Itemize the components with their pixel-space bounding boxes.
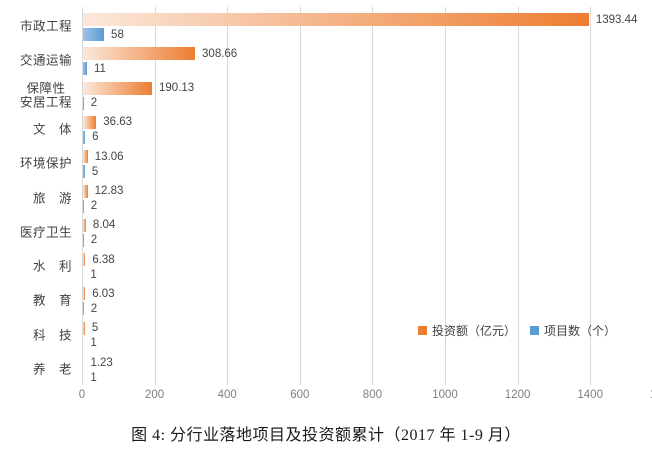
- legend-item-projects: 项目数（个）: [530, 322, 616, 339]
- project-count-bar-1: [83, 62, 87, 76]
- legend-item-investment: 投资额（亿元）: [418, 322, 516, 339]
- category-label-9: 科 技: [0, 328, 72, 343]
- gridline-x-1000: [445, 7, 446, 385]
- x-tick-label: 800: [362, 389, 382, 401]
- category-label-text: 水 利: [32, 259, 72, 274]
- project-count-bar-5: [83, 199, 84, 213]
- category-label-0: 市政工程: [0, 20, 72, 35]
- legend: 投资额（亿元） 项目数（个）: [418, 322, 616, 339]
- category-label-1: 交通运输: [0, 54, 72, 69]
- gridline-x-800: [372, 7, 374, 385]
- category-label-7: 水 利: [0, 260, 72, 275]
- project-count-label: 1: [90, 268, 97, 281]
- investment-value-label: 6.38: [92, 253, 115, 266]
- category-label-text: 保障性 安居工程: [19, 80, 72, 110]
- investment-value-label: 12.83: [94, 185, 124, 197]
- gridline-x-200: [154, 7, 156, 385]
- legend-swatch-projects-icon: [530, 326, 540, 335]
- category-label-text: 交通运输: [19, 53, 72, 68]
- project-count-bar-3: [83, 130, 86, 144]
- investment-bar-1: [83, 47, 196, 61]
- investment-bar-4: [83, 150, 88, 164]
- category-label-2: 保障性 安居工程: [0, 81, 72, 111]
- project-count-label: 11: [93, 62, 106, 75]
- category-label-text: 科 技: [32, 328, 72, 343]
- investment-value-label: 308.66: [202, 47, 238, 60]
- category-label-text: 养 老: [32, 362, 72, 377]
- project-count-label: 1: [90, 371, 97, 384]
- category-label-text: 文 体: [32, 122, 72, 137]
- investment-value-label: 5: [91, 322, 99, 335]
- gridline-x-400: [227, 7, 229, 385]
- category-label-text: 医疗卫生: [19, 225, 72, 240]
- investment-bar-2: [83, 81, 153, 95]
- category-label-text: 环境保护: [19, 156, 72, 171]
- x-tick-label: 400: [217, 389, 237, 401]
- x-tick-label: 1600: [650, 389, 652, 401]
- category-label-text: 旅 游: [32, 191, 72, 206]
- category-label-10: 养 老: [0, 363, 72, 378]
- category-label-text: 市政工程: [19, 19, 72, 34]
- x-tick-label: 600: [290, 389, 310, 401]
- category-label-6: 医疗卫生: [0, 225, 72, 240]
- investment-value-label: 36.63: [103, 116, 133, 129]
- plot-area: 1393.44 58 308.66 11 190.13 2 36.63 6 13.06 5 12.8…: [82, 7, 652, 385]
- project-count-label: 5: [91, 165, 99, 178]
- gridline-x-1200: [517, 7, 519, 385]
- investment-bar-7: [83, 253, 86, 267]
- investment-bar-3: [83, 115, 97, 129]
- investment-bar-8: [83, 287, 86, 301]
- legend-swatch-investment-icon: [418, 326, 427, 335]
- legend-label-investment: 投资额（亿元）: [432, 324, 517, 338]
- project-count-bar-2: [83, 96, 84, 110]
- investment-value-label: 190.13: [159, 82, 195, 95]
- project-count-bar-6: [83, 233, 84, 247]
- investment-value-label: 1393.44: [595, 13, 638, 26]
- category-label-text: 教 育: [32, 294, 72, 309]
- project-count-label: 2: [90, 302, 98, 315]
- x-tick-label: 1000: [432, 389, 458, 401]
- investment-value-label: 1.23: [90, 356, 113, 369]
- x-tick-label: 0: [78, 389, 86, 401]
- project-count-label: 1: [90, 337, 97, 350]
- investment-bar-9: [83, 321, 85, 335]
- project-count-label: 2: [90, 200, 98, 212]
- investment-bar-6: [83, 218, 86, 232]
- investment-value-label: 13.06: [94, 150, 124, 163]
- gridline-x-1400: [590, 7, 592, 385]
- investment-value-label: 6.03: [92, 287, 115, 300]
- chart-caption: 图 4: 分行业落地项目及投资额累计（2017 年 1-9 月）: [131, 427, 521, 444]
- investment-bar-0: [83, 13, 589, 26]
- project-count-bar-0: [83, 28, 105, 41]
- investment-bar-5: [83, 184, 88, 198]
- category-label-8: 教 育: [0, 294, 72, 309]
- project-count-label: 2: [90, 234, 98, 247]
- legend-label-projects: 项目数（个）: [544, 324, 617, 338]
- project-count-bar-8: [83, 302, 84, 316]
- category-label-5: 旅 游: [0, 191, 72, 206]
- investment-value-label: 8.04: [92, 219, 116, 232]
- project-count-label: 2: [90, 97, 98, 110]
- x-tick-label: 1400: [577, 389, 603, 401]
- gridline-x-600: [299, 7, 301, 385]
- x-tick-label: 200: [145, 389, 165, 401]
- category-label-3: 文 体: [0, 123, 72, 138]
- project-count-label: 6: [92, 131, 99, 144]
- project-count-bar-4: [83, 165, 85, 179]
- x-tick-label: 1200: [504, 389, 531, 401]
- gridline-x-0: [82, 7, 83, 385]
- project-count-label: 58: [111, 28, 124, 41]
- category-label-4: 环境保护: [0, 157, 72, 172]
